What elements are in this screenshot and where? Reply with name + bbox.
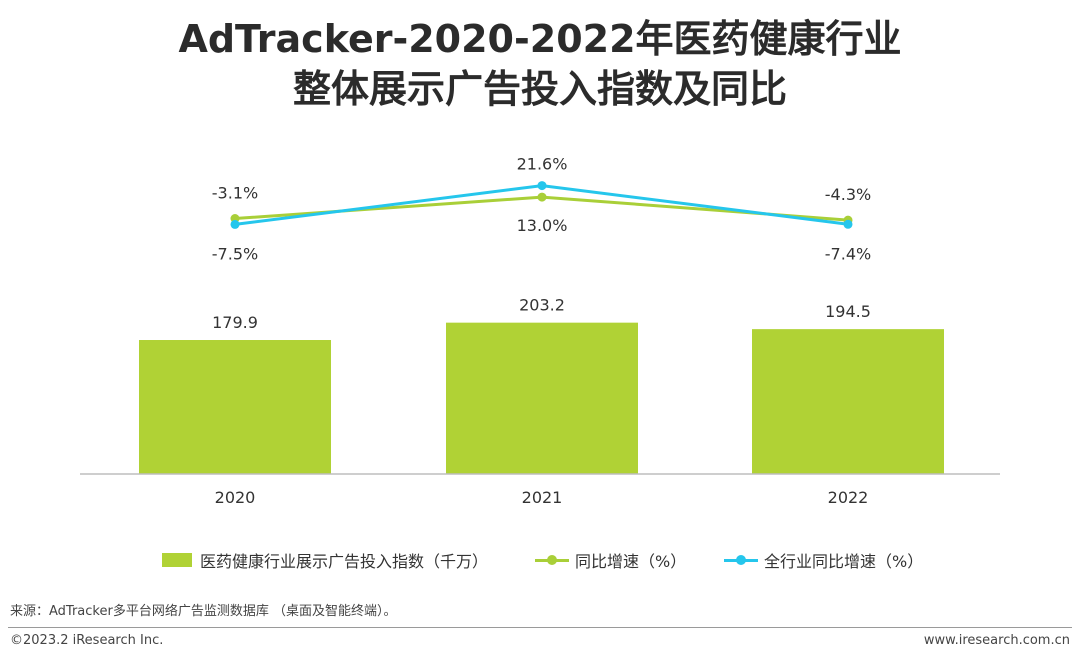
chart-legend: 医药健康行业展示广告投入指数（千万） 同比增速（%） 全行业同比增速（%）: [0, 546, 1080, 574]
website-link[interactable]: www.iresearch.com.cn: [923, 633, 1070, 648]
overall-growth-label-2022: -7.4%: [825, 244, 871, 263]
legend-swatch-industry-growth: [535, 553, 569, 567]
legend-label-bar: 医药健康行业展示广告投入指数（千万）: [200, 552, 489, 571]
overall-growth-label-2020: -7.5%: [212, 244, 258, 263]
bar-2022: [752, 329, 944, 474]
lines-layer: [230, 181, 853, 229]
x-tick-label-2022: 2022: [828, 488, 869, 507]
legend-swatch-overall-growth: [724, 553, 758, 567]
overall-growth-label-2021: 21.6%: [517, 155, 568, 174]
bar-value-label-2022: 194.5: [825, 302, 871, 321]
chart-title-line-1: AdTracker-2020-2022年医药健康行业: [178, 17, 902, 61]
bar-value-label-2020: 179.9: [212, 313, 258, 332]
bar-2020: [139, 340, 331, 474]
industry-growth-label-2022: -4.3%: [825, 185, 871, 204]
overall-growth-point-2020: [230, 219, 240, 229]
copyright-text: ©2023.2 iResearch Inc.: [10, 633, 164, 648]
legend-swatch-bar: [162, 553, 192, 567]
combo-chart: 179.9 2020 203.2 2021 194.5 2022 -3.1% -7.5% 21.…: [80, 155, 1000, 507]
overall-growth-point-2022: [843, 219, 853, 229]
legend-item-overall-growth: 全行业同比增速（%）: [724, 546, 923, 574]
legend-label-industry-growth: 同比增速（%）: [575, 552, 687, 571]
legend-label-overall-growth: 全行业同比增速（%）: [764, 552, 924, 571]
footer-divider: [8, 627, 1072, 628]
legend-swatch-dot: [547, 555, 557, 565]
chart-title: AdTracker-2020-2022年医药健康行业 整体展示广告投入指数及同比: [0, 14, 1080, 114]
legend-swatch-dot: [736, 555, 746, 565]
bar-2021: [446, 322, 638, 474]
legend-item-bar: 医药健康行业展示广告投入指数（千万）: [162, 546, 488, 574]
overall-growth-point-2021: [537, 181, 547, 191]
industry-growth-label-2020: -3.1%: [212, 184, 258, 203]
industry-growth-label-2021: 13.0%: [517, 216, 568, 235]
legend-item-industry-growth: 同比增速（%）: [535, 546, 686, 574]
x-tick-label-2020: 2020: [215, 488, 256, 507]
chart-title-line-2: 整体展示广告投入指数及同比: [292, 67, 787, 111]
bar-value-label-2021: 203.2: [519, 296, 565, 315]
x-tick-label-2021: 2021: [522, 488, 563, 507]
labels-layer: 179.9 2020 203.2 2021 194.5 2022 -3.1% -7.5% 21.…: [212, 155, 871, 507]
industry-growth-point-2021: [537, 192, 547, 202]
bars-layer: [139, 322, 944, 474]
source-note: 来源：AdTracker多平台网络广告监测数据库 （桌面及智能终端）。: [10, 604, 397, 619]
